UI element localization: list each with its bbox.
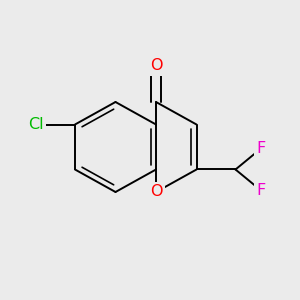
Text: Cl: Cl (28, 117, 44, 132)
Text: O: O (150, 184, 162, 200)
Text: O: O (150, 58, 162, 74)
Text: F: F (256, 183, 266, 198)
Text: F: F (256, 141, 266, 156)
